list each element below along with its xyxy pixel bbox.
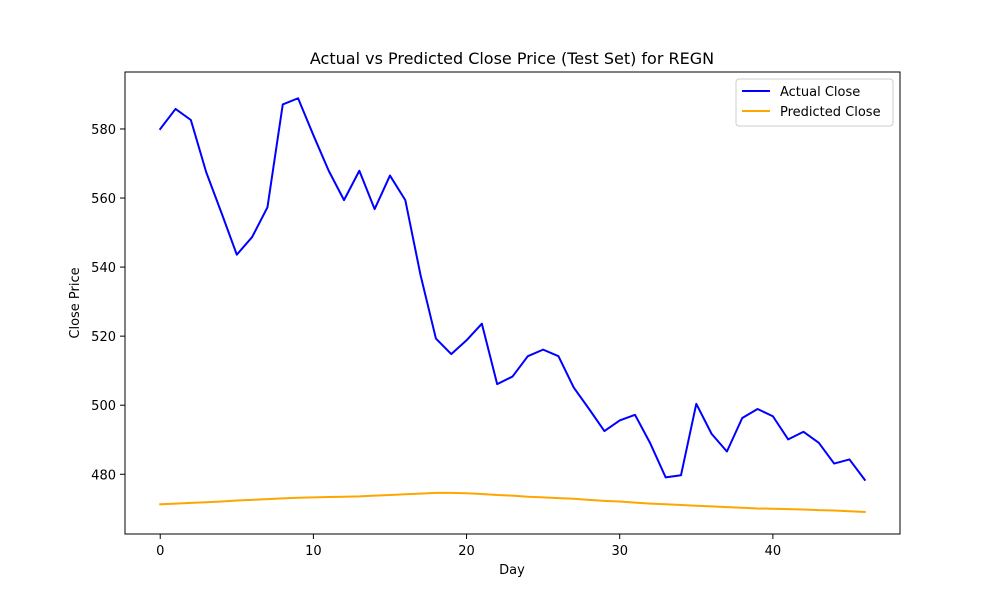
axis-ticks: 0 10 20 30 40 480 500 520 540 560 580 (91, 123, 781, 559)
x-tick-label: 10 (305, 544, 322, 559)
x-tick-label: 30 (611, 544, 628, 559)
plot-area (158, 97, 867, 513)
legend-label-actual-close: Actual Close (780, 85, 860, 100)
y-tick-label: 480 (91, 468, 116, 483)
y-tick-label: 560 (91, 192, 116, 207)
y-tick-label: 540 (91, 261, 116, 276)
legend: Actual Close Predicted Close (735, 78, 894, 127)
y-axis-label: Close Price (68, 267, 83, 338)
legend-box (735, 78, 894, 127)
chart-title: Actual vs Predicted Close Price (Test Se… (310, 49, 714, 68)
y-tick-label: 500 (91, 399, 116, 414)
x-tick-label: 40 (765, 544, 782, 559)
series-line-predicted-close (159, 491, 866, 513)
series-line-actual-close (158, 97, 867, 482)
y-tick-label: 520 (91, 330, 116, 345)
plot-frame (124, 71, 901, 535)
y-tick-label: 580 (91, 123, 116, 138)
legend-label-predicted-close: Predicted Close (780, 105, 881, 120)
x-tick-label: 0 (156, 544, 164, 559)
x-tick-label: 20 (458, 544, 475, 559)
x-axis-label: Day (499, 563, 525, 578)
